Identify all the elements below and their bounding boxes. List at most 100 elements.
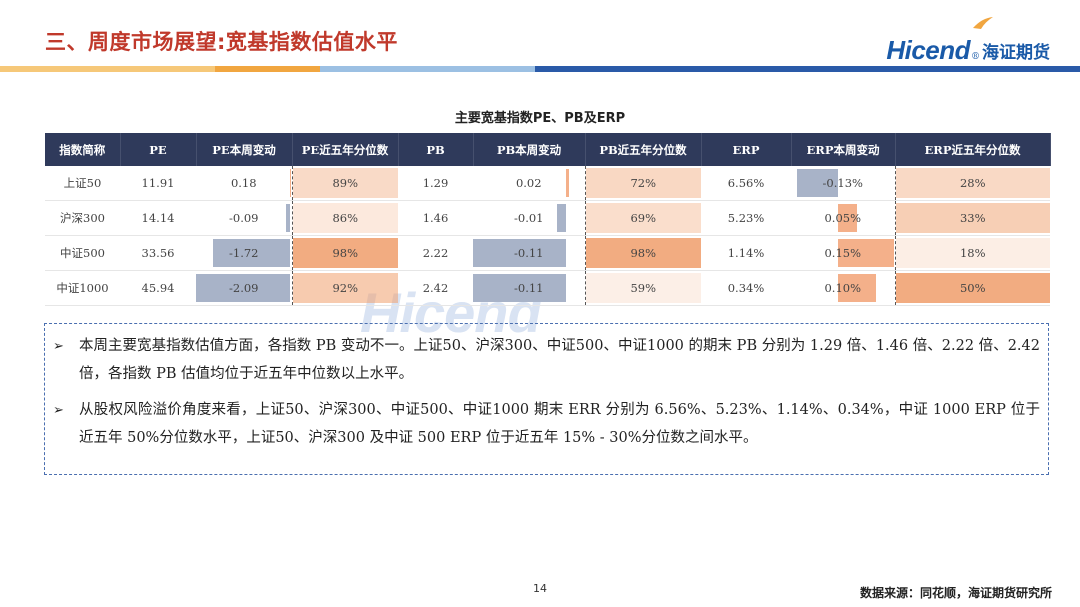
bullet-text: 从股权风险溢价角度来看，上证50、沪深300、中证500、中证1000 期末 E… <box>79 402 1040 446</box>
cell-pe-pct: 89% <box>292 166 398 201</box>
bullet-text: 本周主要宽基指数估值方面，各指数 PB 变动不一。上证50、沪深300、中证50… <box>79 338 1040 382</box>
cell-value: -0.11 <box>514 246 544 260</box>
column-header: PE <box>120 133 197 166</box>
cell-value: 0.18 <box>230 176 257 190</box>
valuation-table: 指数简称 PE PE本周变动 PE近五年分位数 PB PB本周变动 PB近五年分位数 ERP E… <box>45 133 1051 306</box>
percentile-heat <box>895 238 1050 268</box>
cell-erp-pct: 33% <box>895 200 1050 236</box>
percentile-heat <box>292 238 398 268</box>
table-row: 中证1000 45.94 -2.09 92% 2.42 -0.11 59% 0.34% 0.10… <box>45 270 1050 306</box>
commentary-box: ➢ 本周主要宽基指数估值方面，各指数 PB 变动不一。上证50、沪深300、中证… <box>44 323 1049 475</box>
arrow-bullet-icon: ➢ <box>53 339 64 354</box>
cell-pb-pct: 72% <box>585 166 701 201</box>
cell-value: 18% <box>959 246 986 260</box>
percentile-heat <box>895 168 1050 198</box>
change-bar <box>837 239 895 267</box>
logo-wordmark: Hicend <box>886 35 970 65</box>
cell-value: 33.56 <box>141 246 175 260</box>
cell-pb: 1.29 <box>398 166 473 201</box>
column-header: PB近五年分位数 <box>585 133 702 166</box>
cell-pb: 1.46 <box>398 200 473 236</box>
cell-value: -0.13% <box>822 176 863 190</box>
change-bar <box>837 204 857 232</box>
change-bar <box>473 274 566 302</box>
cell-value: 11.91 <box>141 176 175 190</box>
cell-value: 2.22 <box>422 246 449 260</box>
cell-erp-pct: 28% <box>895 166 1050 201</box>
cell-pe-chg: -2.09 <box>196 270 293 306</box>
cell-value: 28% <box>959 176 986 190</box>
cell-value: 92% <box>332 281 359 295</box>
cell-erp-chg: -0.13% <box>791 166 896 201</box>
percentile-heat <box>292 273 398 303</box>
percentile-heat <box>895 203 1050 233</box>
column-header: PE本周变动 <box>196 133 293 166</box>
cell-value: 89% <box>332 176 359 190</box>
arrow-bullet-icon: ➢ <box>53 403 64 418</box>
bullet-item: ➢ 从股权风险溢价角度来看，上证50、沪深300、中证500、中证1000 期末… <box>53 396 1040 452</box>
percentile-heat <box>585 238 701 268</box>
cell-value: 98% <box>332 246 359 260</box>
percentile-heat <box>585 203 701 233</box>
cell-value: 中证500 <box>60 246 105 260</box>
cell-value: 0.34% <box>727 281 765 295</box>
cell-pb: 2.42 <box>398 270 473 306</box>
percentile-heat <box>585 273 701 303</box>
cell-value: 0.10% <box>824 281 862 295</box>
change-bar <box>837 274 876 302</box>
cell-pe: 11.91 <box>120 166 196 201</box>
column-header: ERP本周变动 <box>791 133 896 166</box>
cell-name: 沪深300 <box>45 200 120 236</box>
cell-pb: 2.22 <box>398 235 473 271</box>
table-body: 上证50 11.91 0.18 89% 1.29 0.02 72% 6.56% -0.13% 28… <box>45 166 1050 306</box>
cell-pb-chg: -0.11 <box>473 270 586 306</box>
column-header: ERP近五年分位数 <box>895 133 1051 166</box>
cell-value: 1.29 <box>422 176 449 190</box>
cell-value: 1.46 <box>422 211 449 225</box>
cell-name: 上证50 <box>45 166 120 201</box>
table-row: 上证50 11.91 0.18 89% 1.29 0.02 72% 6.56% -0.13% 28… <box>45 166 1050 201</box>
cell-value: 上证50 <box>63 176 102 190</box>
percentile-heat <box>292 168 398 198</box>
cell-pb-pct: 59% <box>585 270 701 306</box>
page-number: 14 <box>533 582 547 595</box>
change-bar <box>286 204 291 232</box>
change-bar <box>557 204 566 232</box>
cell-value: 69% <box>630 211 657 225</box>
cell-pe-chg: -1.72 <box>196 235 293 271</box>
change-bar <box>565 169 569 197</box>
cell-name: 中证1000 <box>45 270 120 306</box>
cell-pb-chg: -0.11 <box>473 235 586 271</box>
change-bar <box>797 169 838 197</box>
bullet-item: ➢ 本周主要宽基指数估值方面，各指数 PB 变动不一。上证50、沪深300、中证… <box>53 332 1040 388</box>
cell-erp-pct: 50% <box>895 270 1050 306</box>
table-row: 中证500 33.56 -1.72 98% 2.22 -0.11 98% 1.14% 0.15%… <box>45 235 1050 271</box>
cell-pb-chg: 0.02 <box>473 166 586 201</box>
logo-chinese: 海证期货 <box>982 43 1050 63</box>
cell-name: 中证500 <box>45 235 120 271</box>
cell-erp: 5.23% <box>701 200 791 236</box>
cell-value: 2.42 <box>422 281 449 295</box>
company-logo: Hicend ® 海证期货 <box>886 17 1050 66</box>
cell-value: 59% <box>630 281 657 295</box>
change-bar <box>473 239 566 267</box>
table-caption: 主要宽基指数PE、PB及ERP <box>454 111 626 126</box>
registered-mark: ® <box>971 52 980 62</box>
cell-erp-chg: 0.10% <box>791 270 896 306</box>
cell-erp-chg: 0.05% <box>791 200 896 236</box>
column-header: PB <box>398 133 474 166</box>
cell-value: 6.56% <box>727 176 765 190</box>
column-header: PB本周变动 <box>473 133 586 166</box>
change-bar <box>212 239 291 267</box>
cell-erp: 1.14% <box>701 235 791 271</box>
cell-value: 86% <box>332 211 359 225</box>
cell-pe-pct: 98% <box>292 235 398 271</box>
cell-value: -0.09 <box>229 211 259 225</box>
cell-erp: 6.56% <box>701 166 791 201</box>
table-header-row: 指数简称 PE PE本周变动 PE近五年分位数 PB PB本周变动 PB近五年分位数 ERP E… <box>45 133 1051 166</box>
cell-pb-chg: -0.01 <box>473 200 586 236</box>
logo-swoosh-icon <box>973 17 994 29</box>
cell-value: 0.05% <box>824 211 862 225</box>
cell-value: 50% <box>959 281 986 295</box>
cell-erp-pct: 18% <box>895 235 1050 271</box>
